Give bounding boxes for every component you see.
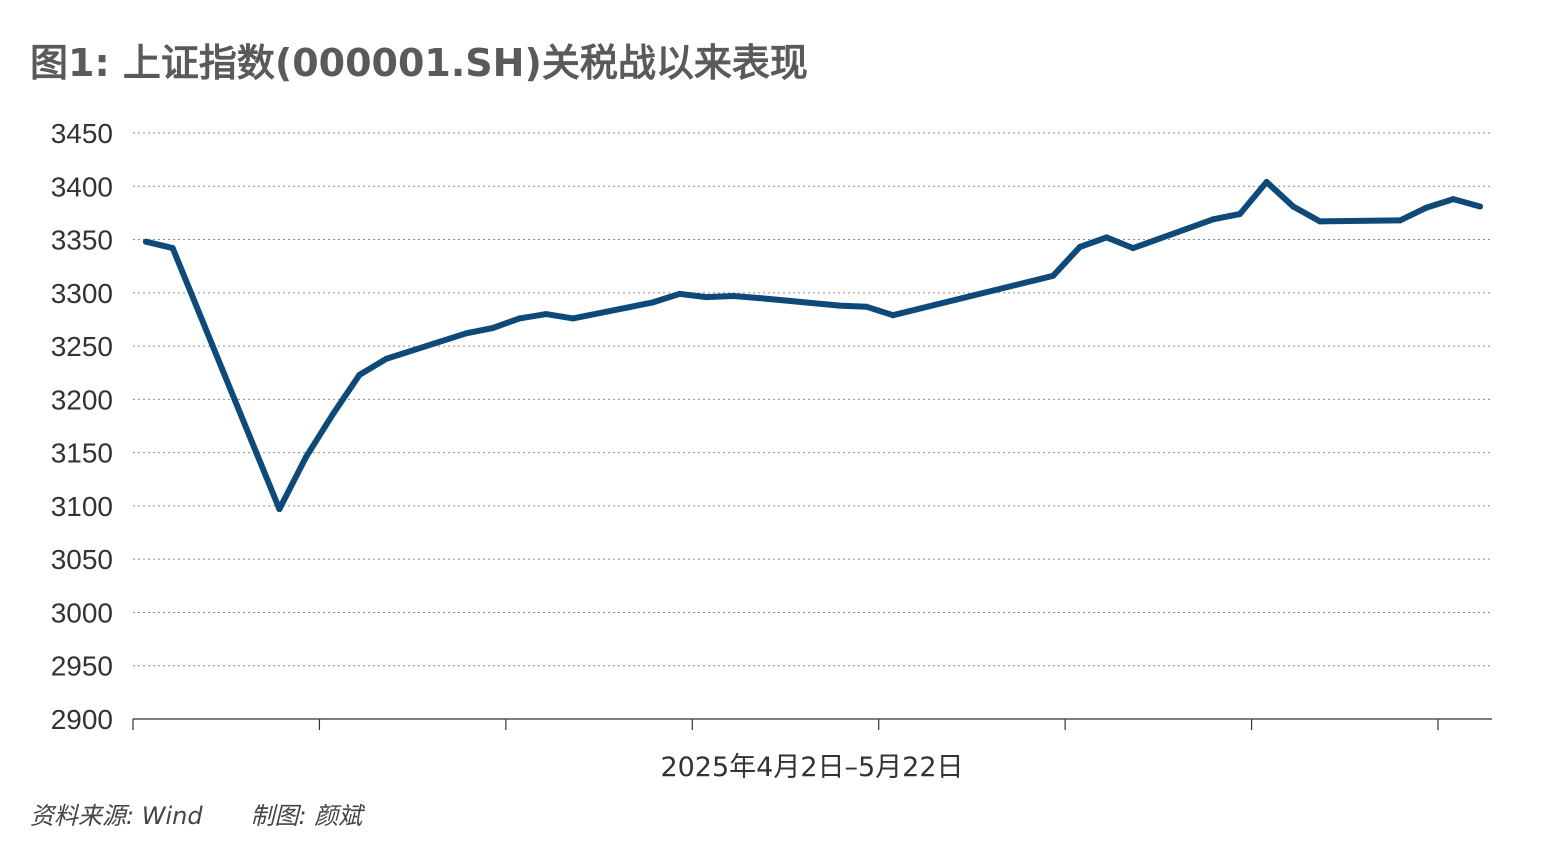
y-axis-tick-labels: 3450 3400 3350 3300 3250 3200 3150 3100 3050 3000…	[51, 118, 113, 735]
data-point	[356, 371, 363, 378]
data-point	[890, 312, 896, 319]
data-point	[463, 330, 470, 337]
data-point	[1103, 234, 1110, 241]
data-point	[1397, 217, 1403, 224]
data-point	[1130, 245, 1137, 252]
y-tick-label: 3250	[51, 331, 113, 362]
data-point	[1450, 196, 1457, 203]
y-tick-label: 3000	[51, 597, 113, 628]
footer: 资料来源: Wind 制图: 颜斌	[30, 796, 362, 831]
data-point	[1210, 216, 1217, 223]
y-tick-label: 2950	[51, 651, 113, 682]
chart-title: 图1: 上证指数(000001.SH)关税战以来表现	[30, 41, 808, 85]
y-tick-label: 3300	[51, 278, 113, 309]
author-note: 制图: 颜斌	[250, 802, 363, 830]
data-point	[863, 303, 870, 310]
data-point	[569, 315, 576, 322]
data-point	[1316, 218, 1323, 225]
y-tick-label: 3450	[51, 118, 113, 149]
data-point	[1290, 203, 1297, 210]
data-point	[329, 411, 336, 418]
data-point	[1263, 179, 1270, 185]
data-point	[1050, 272, 1057, 279]
data-point	[649, 299, 656, 306]
data-point	[489, 325, 496, 331]
data-point	[1076, 244, 1083, 250]
data-point	[730, 293, 736, 299]
y-tick-label: 3050	[51, 544, 113, 575]
data-point	[1236, 211, 1243, 217]
y-tick-label: 2900	[51, 704, 113, 735]
data-point	[676, 290, 683, 297]
data-point	[836, 302, 843, 309]
y-tick-label: 3150	[51, 438, 113, 469]
x-axis-label: 2025年4月2日–5月22日	[660, 752, 963, 783]
data-point	[756, 295, 763, 302]
y-tick-label: 3200	[51, 384, 113, 415]
data-point	[516, 315, 523, 322]
y-tick-label: 3350	[51, 225, 113, 256]
data-point	[383, 355, 390, 362]
x-axis	[132, 718, 1492, 730]
data-point	[143, 238, 149, 245]
data-point	[276, 506, 283, 513]
data-point	[543, 311, 550, 318]
source-note: 资料来源: Wind	[30, 802, 203, 830]
y-tick-label: 3400	[51, 171, 113, 202]
series-line	[143, 179, 1483, 513]
y-tick-label: 3100	[51, 491, 113, 522]
series-layer	[143, 179, 1483, 513]
data-point	[303, 453, 310, 460]
data-point	[1423, 204, 1430, 211]
data-point	[1477, 203, 1483, 210]
data-point	[703, 294, 710, 301]
gridlines	[133, 132, 1492, 667]
data-point	[169, 245, 176, 252]
